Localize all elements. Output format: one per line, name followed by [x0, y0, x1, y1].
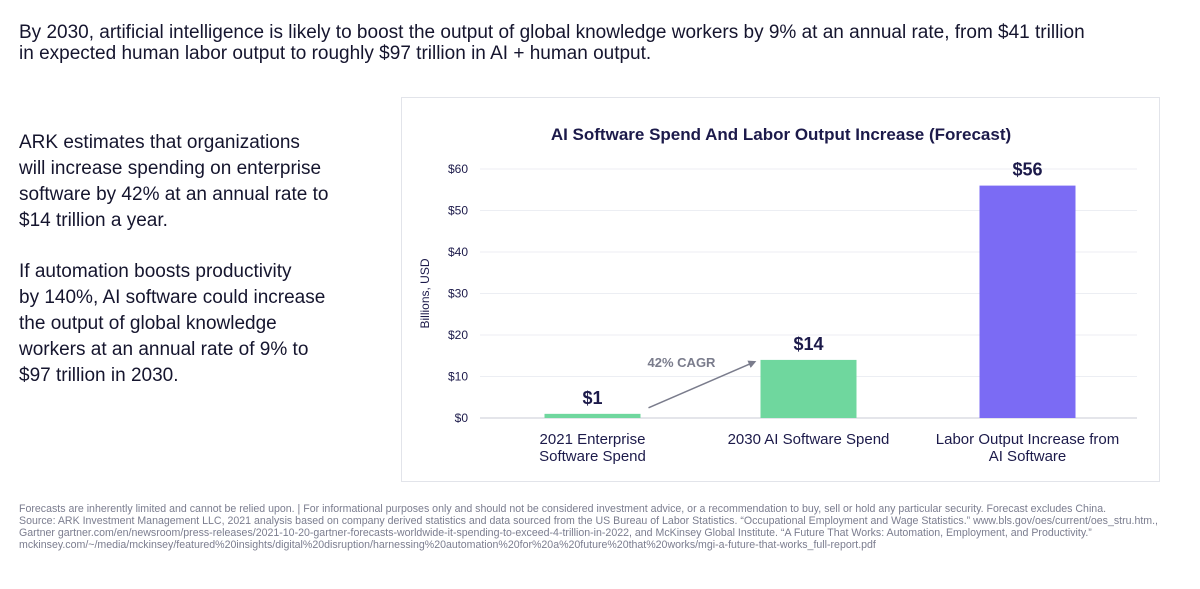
chart-title: AI Software Spend And Labor Output Incre…: [551, 125, 1011, 144]
cagr-annotation: 42% CAGR: [648, 355, 717, 370]
x-tick-label: 2030 AI Software Spend: [728, 431, 890, 448]
x-tick-label: 2021 Enterprise: [540, 431, 646, 448]
side-line: $97 trillion in 2030.: [19, 365, 179, 386]
data-label: $1: [582, 388, 602, 408]
side-line: $14 trillion a year.: [19, 210, 168, 231]
side-paragraph-output: If automation boosts productivity by 140…: [19, 259, 349, 389]
x-tick-label: Labor Output Increase from: [936, 431, 1119, 448]
data-label: $56: [1012, 160, 1042, 180]
headline: By 2030, artificial intelligence is like…: [19, 22, 1159, 64]
side-line: workers at an annual rate of 9% to: [19, 339, 309, 360]
side-line: If automation boosts productivity: [19, 261, 292, 282]
x-tick-label: Software Spend: [539, 448, 646, 465]
bar-chart: AI Software Spend And Labor Output Incre…: [418, 125, 1137, 465]
footer-disclaimer: Forecasts are inherently limited and can…: [19, 503, 1184, 551]
side-line: ARK estimates that organizations: [19, 132, 300, 153]
y-tick-label: $0: [455, 411, 469, 425]
bar: [544, 413, 641, 418]
data-label: $14: [793, 334, 823, 354]
y-axis-label: Billions, USD: [418, 258, 432, 328]
side-paragraph-spend: ARK estimates that organizations will in…: [19, 130, 349, 234]
x-tick-label: AI Software: [989, 448, 1067, 465]
bar: [979, 185, 1076, 418]
headline-line: in expected human labor output to roughl…: [19, 43, 652, 64]
y-tick-label: $50: [448, 204, 468, 218]
side-line: will increase spending on enterprise: [19, 158, 322, 179]
headline-line: By 2030, artificial intelligence is like…: [19, 22, 1085, 43]
footer-line: Source: ARK Investment Management LLC, 2…: [19, 515, 1158, 527]
y-tick-label: $40: [448, 245, 468, 259]
chart-panel: AI Software Spend And Labor Output Incre…: [401, 97, 1160, 482]
y-tick-label: $10: [448, 370, 468, 384]
side-line: the output of global knowledge: [19, 313, 277, 334]
footer-line: mckinsey.com/~/media/mckinsey/featured%2…: [19, 539, 876, 551]
side-line: by 140%, AI software could increase: [19, 287, 326, 308]
footer-line: Gartner gartner.com/en/newsroom/press-re…: [19, 527, 1092, 539]
footer-line: Forecasts are inherently limited and can…: [19, 503, 1107, 515]
y-tick-label: $20: [448, 328, 468, 342]
y-tick-label: $60: [448, 162, 468, 176]
cagr-arrow: [648, 360, 757, 409]
side-line: software by 42% at an annual rate to: [19, 184, 329, 205]
bar: [760, 359, 857, 418]
y-tick-label: $30: [448, 287, 468, 301]
